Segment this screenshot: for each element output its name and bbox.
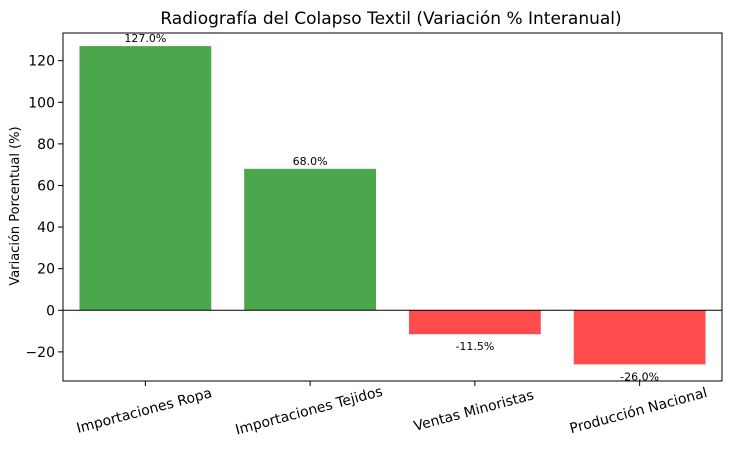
y-tick-label: 20 bbox=[37, 262, 55, 278]
data-label: -11.5% bbox=[455, 340, 494, 353]
y-tick-label: 60 bbox=[37, 178, 55, 194]
plot-area: −20 0 20 40 60 80 100 120 Importaciones Ropa Impo… bbox=[25, 32, 723, 439]
x-tick-label: Importaciones Ropa bbox=[75, 385, 214, 437]
data-label: 127.0% bbox=[124, 32, 166, 45]
bar bbox=[79, 46, 212, 311]
data-label: 68.0% bbox=[293, 155, 328, 168]
y-tick-label: 100 bbox=[28, 95, 55, 111]
bar bbox=[244, 168, 377, 311]
plot-frame bbox=[62, 32, 723, 382]
data-label: -26.0% bbox=[620, 370, 659, 383]
y-tick-label: 0 bbox=[46, 303, 55, 319]
y-tick-label: 120 bbox=[28, 54, 55, 70]
bar bbox=[408, 310, 541, 335]
y-tick-label: 80 bbox=[37, 137, 55, 153]
y-tick-label: −20 bbox=[25, 345, 55, 361]
x-tick-label: Importaciones Tejidos bbox=[234, 384, 385, 439]
y-tick-label: 40 bbox=[37, 220, 55, 236]
chart-title: Radiografía del Colapso Textil (Variació… bbox=[160, 9, 621, 29]
bar bbox=[573, 310, 706, 365]
y-axis-label: Variación Porcentual (%) bbox=[8, 126, 23, 285]
x-tick-label: Producción Nacional bbox=[568, 385, 709, 437]
x-tick-label: Ventas Minoristas bbox=[412, 387, 535, 434]
